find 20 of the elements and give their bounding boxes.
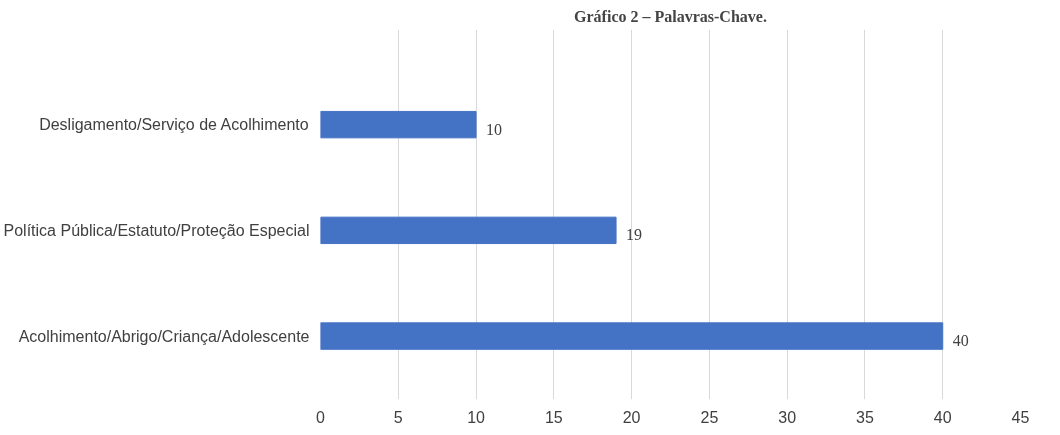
bar [320,110,477,139]
y-tick-label: Acolhimento/Abrigo/Criança/Adolescente [18,327,310,345]
data-label: 40 [952,332,969,350]
x-tick-label: 40 [933,408,952,426]
x-tick-label: 20 [622,408,641,426]
x-tick-label: 0 [316,408,326,426]
x-tick-label: 35 [856,408,874,426]
x-tick-label: 45 [1011,408,1030,426]
x-tick-label: 10 [467,408,486,426]
x-tick-label: 5 [393,408,403,426]
x-tick-label: 25 [700,408,719,426]
data-label: 10 [486,120,503,138]
y-tick-label: Desligamento/Serviço de Acolhimento [39,116,309,134]
bar [320,216,617,245]
y-tick-label: Política Pública/Estatuto/Proteção Especial [3,221,310,239]
data-label: 19 [626,226,643,244]
bar [320,322,944,350]
chart-title: Gráfico 2 – Palavras-Chave. [574,7,767,25]
x-tick-label: 15 [544,408,563,426]
x-tick-label: 30 [778,408,797,426]
